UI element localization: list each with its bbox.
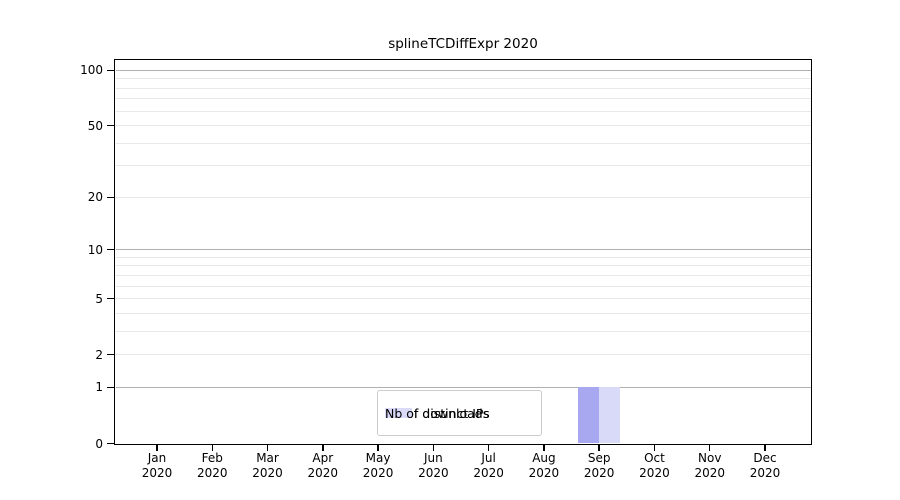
y-tick-label: 100: [80, 63, 103, 78]
x-tick-mark: [266, 444, 269, 451]
gridline-minor: [115, 285, 811, 287]
x-tick-label: Mar 2020: [238, 451, 298, 481]
y-tick-mark: [107, 196, 115, 199]
x-tick-year: 2020: [196, 466, 228, 480]
legend-label-downloads: Nb of downloads: [385, 405, 490, 421]
y-tick-label: 50: [87, 118, 103, 133]
gridline-minor: [115, 125, 811, 127]
x-tick-year: 2020: [141, 466, 173, 480]
x-tick-month: Jan: [147, 451, 167, 465]
gridline-minor: [115, 274, 811, 276]
x-tick-year: 2020: [473, 466, 504, 480]
x-tick-label: Oct 2020: [624, 451, 684, 481]
gridline-minor: [115, 110, 811, 112]
y-tick-mark: [107, 248, 115, 251]
bar-downloads-sep: [599, 387, 621, 444]
x-tick-mark: [322, 444, 324, 451]
x-tick-label: Aug 2020: [514, 451, 574, 481]
x-tick-label: Sep 2020: [569, 451, 629, 481]
x-tick-label: Feb 2020: [182, 451, 242, 481]
x-tick-label: May 2020: [348, 451, 408, 481]
gridline-major: [115, 69, 811, 71]
x-tick-label: Nov 2020: [680, 451, 740, 481]
legend: Nb of distinct IPs Nb of downloads: [377, 390, 542, 436]
x-tick-month: May: [365, 451, 391, 465]
x-tick-year: 2020: [749, 466, 781, 480]
x-tick-mark: [487, 444, 490, 451]
x-tick-mark: [211, 444, 214, 451]
x-tick-year: 2020: [694, 466, 725, 480]
x-tick-month: Nov: [698, 451, 722, 465]
x-tick-year: 2020: [307, 466, 339, 480]
x-tick-month: Sep: [587, 451, 611, 465]
y-tick-mark: [107, 69, 115, 72]
gridline-minor: [115, 354, 811, 356]
x-tick-month: Jun: [423, 451, 443, 465]
x-tick-mark: [156, 444, 158, 451]
x-tick-mark: [764, 444, 766, 451]
gridline-minor: [115, 98, 811, 100]
x-tick-year: 2020: [583, 466, 615, 480]
x-tick-mark: [598, 444, 600, 451]
x-tick-mark: [543, 444, 545, 451]
x-tick-label: Apr 2020: [293, 451, 353, 481]
gridline-minor: [115, 87, 811, 89]
x-tick-label: Jun 2020: [403, 451, 463, 481]
x-tick-mark: [653, 444, 656, 451]
plot-area-border: [114, 59, 812, 445]
y-tick-mark: [107, 124, 115, 127]
x-tick-year: 2020: [418, 466, 449, 480]
chart-title: splineTCDiffExpr 2020: [388, 36, 538, 52]
x-tick-year: 2020: [528, 466, 560, 480]
x-tick-mark: [708, 444, 711, 451]
gridline-minor: [115, 78, 811, 80]
legend-swatch-downloads: [385, 407, 412, 419]
gridline-major: [115, 249, 811, 251]
x-tick-label: Jan 2020: [127, 451, 187, 481]
x-tick-month: Jul: [481, 451, 496, 465]
y-tick-label: 1: [95, 380, 103, 395]
y-tick-mark: [107, 442, 115, 445]
y-tick-mark: [107, 386, 115, 389]
x-tick-month: Dec: [753, 451, 777, 465]
x-tick-label: Jul 2020: [459, 451, 519, 481]
y-tick-mark: [107, 297, 115, 300]
y-tick-label: 10: [87, 242, 103, 257]
gridline-minor: [115, 165, 811, 167]
gridline-minor: [115, 330, 811, 332]
x-tick-year: 2020: [252, 466, 283, 480]
x-tick-month: Oct: [644, 451, 665, 465]
gridline-minor: [115, 142, 811, 144]
x-tick-month: Aug: [532, 451, 556, 465]
gridline-minor: [115, 196, 811, 198]
gridline-major: [115, 386, 811, 388]
y-tick-label: 2: [95, 347, 103, 362]
gridline-minor: [115, 256, 811, 258]
x-tick-mark: [432, 444, 435, 451]
x-tick-year: 2020: [639, 466, 670, 480]
x-tick-label: Dec 2020: [735, 451, 795, 481]
x-tick-month: Apr: [312, 451, 334, 465]
y-tick-label: 0: [95, 436, 103, 451]
y-tick-label: 20: [87, 190, 103, 205]
gridline-minor: [115, 265, 811, 267]
y-tick-mark: [107, 353, 115, 356]
gridline-minor: [115, 312, 811, 314]
x-tick-month: Mar: [256, 451, 279, 465]
y-tick-label: 5: [95, 291, 103, 306]
x-tick-year: 2020: [362, 466, 394, 480]
x-tick-month: Feb: [201, 451, 223, 465]
gridline-minor: [115, 298, 811, 300]
x-tick-mark: [377, 444, 379, 451]
bar-distinct-ips-sep: [578, 387, 600, 444]
